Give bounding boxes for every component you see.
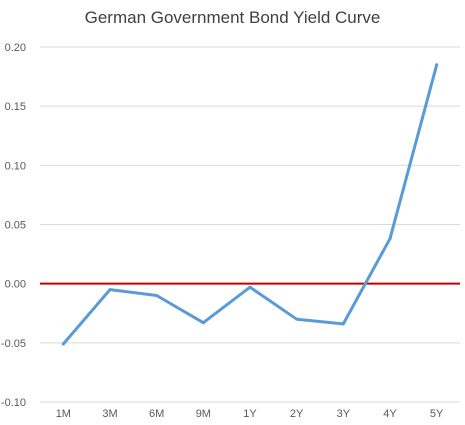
y-tick-label: -0.05 [1, 338, 26, 350]
y-tick-label: 0.15 [5, 101, 26, 113]
x-tick-label: 3Y [337, 408, 351, 420]
chart-title: German Government Bond Yield Curve [84, 8, 381, 27]
x-tick-label: 9M [196, 408, 211, 420]
x-tick-label: 6M [149, 408, 164, 420]
data-point [61, 342, 65, 346]
x-tick-label: 1M [56, 408, 71, 420]
y-tick-label: -0.10 [1, 397, 26, 409]
y-tick-label: 0.20 [5, 42, 26, 54]
x-tick-label: 2Y [290, 408, 304, 420]
x-tick-label: 3M [102, 408, 117, 420]
data-point [155, 294, 159, 297]
data-point [341, 322, 345, 326]
series-line [61, 63, 439, 346]
y-tick-label: 0.10 [5, 160, 26, 172]
data-point [295, 317, 299, 321]
data-point [201, 321, 205, 325]
data-point [248, 285, 252, 289]
data-point [388, 237, 392, 241]
data-point [108, 288, 112, 292]
y-tick-label: 0.00 [5, 279, 26, 291]
x-tick-label: 1Y [243, 408, 257, 420]
data-point [435, 63, 439, 67]
x-tick-label: 4Y [383, 408, 397, 420]
x-tick-label: 5Y [430, 408, 444, 420]
y-tick-label: 0.05 [5, 220, 26, 232]
